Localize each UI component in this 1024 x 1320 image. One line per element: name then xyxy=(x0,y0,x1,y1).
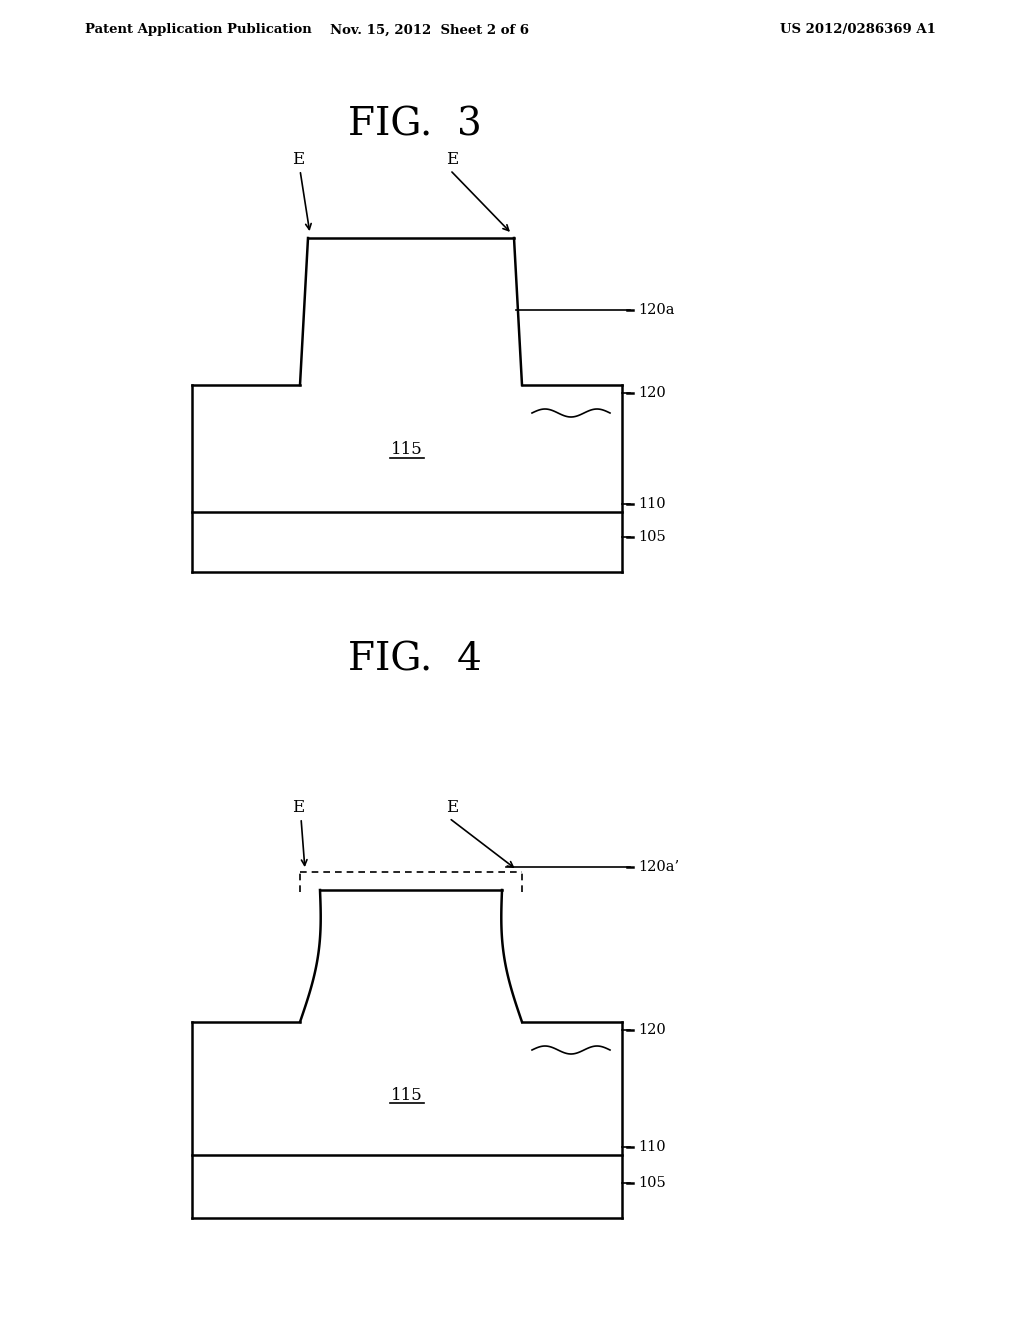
Text: 105: 105 xyxy=(638,531,666,544)
Text: 115: 115 xyxy=(391,1086,423,1104)
Text: 120: 120 xyxy=(638,1023,666,1038)
Text: 120a’: 120a’ xyxy=(638,861,679,874)
Text: 120: 120 xyxy=(638,385,666,400)
Text: Patent Application Publication: Patent Application Publication xyxy=(85,24,311,37)
Text: E: E xyxy=(292,799,304,816)
Text: US 2012/0286369 A1: US 2012/0286369 A1 xyxy=(780,24,936,37)
Text: FIG.  3: FIG. 3 xyxy=(348,107,482,144)
Text: E: E xyxy=(445,799,458,816)
Text: 105: 105 xyxy=(638,1176,666,1191)
Text: Nov. 15, 2012  Sheet 2 of 6: Nov. 15, 2012 Sheet 2 of 6 xyxy=(331,24,529,37)
Text: E: E xyxy=(292,150,304,168)
Text: 110: 110 xyxy=(638,1140,666,1154)
Text: E: E xyxy=(445,150,458,168)
Text: 120a: 120a xyxy=(638,304,675,317)
Text: 115: 115 xyxy=(391,441,423,458)
Text: 110: 110 xyxy=(638,498,666,511)
Text: FIG.  4: FIG. 4 xyxy=(348,642,482,678)
